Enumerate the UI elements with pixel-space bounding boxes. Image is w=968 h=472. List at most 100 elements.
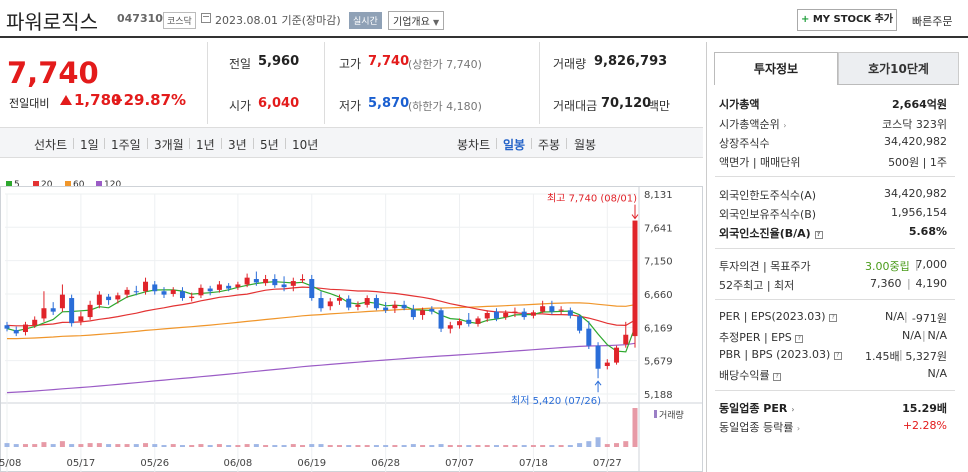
industry-per-label: 동일업종 PER	[719, 402, 788, 415]
low-label: 저가	[339, 99, 362, 113]
market-cap-label: 시가총액	[719, 98, 760, 111]
volume-bar	[4, 443, 10, 447]
change-amount: 1,780	[74, 91, 122, 109]
candle-body	[447, 325, 453, 329]
eps-value: -971원	[911, 312, 947, 325]
info-icon[interactable]: ?	[814, 231, 823, 239]
dividend-label-wrap: 배당수익률 ?	[719, 367, 782, 383]
opinion-row: 투자의견 | 목표주가 3.00중립 | 7,000	[719, 258, 947, 274]
volume-bar	[179, 445, 185, 447]
candle-body	[161, 291, 167, 295]
amount-unit: 백만	[648, 99, 671, 113]
info-icon[interactable]: ?	[829, 314, 838, 322]
volume-label: 거래량	[553, 57, 587, 71]
foreign-ratio-label: 외국인소진율(B/A)	[719, 227, 811, 240]
bps-value: 5,327원	[905, 350, 947, 363]
volume-bar	[41, 442, 47, 447]
volume-legend-swatch	[654, 410, 657, 418]
candle-body	[355, 304, 361, 307]
candle-body	[69, 298, 75, 324]
per-label: PER | EPS(2023.03)	[719, 310, 826, 323]
divider	[531, 138, 532, 149]
quick-order-link[interactable]: 빠른주문	[912, 15, 953, 28]
y-tick-label: 7,150	[644, 257, 673, 268]
volume-bar	[632, 408, 638, 447]
change-value: 1,780	[60, 91, 121, 109]
volume-bar	[623, 441, 629, 447]
candle-body	[521, 311, 527, 318]
candle-body	[300, 279, 306, 281]
volume-bar	[115, 444, 121, 447]
period-10y[interactable]: 10년	[292, 138, 319, 152]
period-3m[interactable]: 3개월	[154, 138, 184, 152]
w52-label: 52주최고 | 최저	[719, 279, 795, 292]
my-stock-add-button[interactable]: + MY STOCK 추가	[797, 9, 897, 31]
divider	[715, 248, 955, 249]
period-1w[interactable]: 1주일	[111, 138, 141, 152]
candle-body	[207, 288, 213, 292]
candle-body	[198, 287, 204, 296]
volume-bar	[346, 445, 352, 447]
volume-bar	[50, 444, 56, 447]
candle-body	[595, 345, 601, 369]
volume-bar	[235, 445, 241, 447]
high-label: 고가	[339, 57, 362, 71]
volume-bar	[124, 444, 130, 447]
company-info-label: 기업개요	[393, 17, 430, 28]
volume-bar	[327, 445, 333, 447]
period-1d[interactable]: 1일	[80, 138, 99, 152]
info-icon[interactable]: ?	[833, 352, 842, 360]
volume-bar	[318, 444, 324, 447]
divider	[715, 299, 955, 300]
w52-row: 52주최고 | 최저 7,360 | 4,190	[719, 277, 947, 293]
volume-bar	[401, 445, 407, 447]
info-icon[interactable]: ?	[795, 335, 804, 343]
market-cap-value: 2,664억원	[891, 98, 947, 111]
candle-body	[614, 347, 620, 363]
candle-body	[13, 329, 19, 334]
legend-swatch	[6, 181, 12, 187]
candle-body	[96, 294, 102, 305]
realtime-button[interactable]: 실시간	[349, 12, 382, 29]
candle-body	[22, 324, 28, 333]
volume-bar	[558, 445, 564, 447]
candle-body	[309, 279, 315, 299]
up-arrow-icon	[60, 95, 72, 105]
volume-bar	[484, 445, 490, 447]
period-1y[interactable]: 1년	[196, 138, 215, 152]
candle-body	[124, 289, 130, 295]
candle-body	[50, 308, 56, 312]
low-value: 5,870	[368, 96, 410, 111]
divider	[207, 42, 208, 124]
period-3y[interactable]: 3년	[228, 138, 247, 152]
chart-frame	[0, 186, 703, 472]
candle-daily[interactable]: 일봉	[503, 138, 526, 152]
y-tick-label: 7,641	[644, 223, 673, 234]
candle-weekly[interactable]: 주봉	[538, 138, 561, 152]
candle-body	[438, 310, 444, 329]
divider	[253, 138, 254, 149]
candle-body	[244, 277, 250, 285]
upper-limit: (상한가 7,740)	[408, 58, 482, 71]
info-icon[interactable]: ?	[773, 373, 782, 381]
candle-body	[179, 291, 185, 299]
period-5y[interactable]: 5년	[260, 138, 279, 152]
min-price-label: 최저 5,420 (07/26)	[511, 395, 601, 407]
tab-orderbook[interactable]: 호가10단계	[838, 52, 959, 85]
volume-bar	[22, 444, 28, 447]
high-arrow-head	[631, 214, 639, 220]
volume-bar	[189, 445, 195, 447]
candle-monthly[interactable]: 월봉	[574, 138, 597, 152]
foreign-ratio-label-wrap: 외국인소진율(B/A) ?	[719, 225, 823, 241]
chevron-down-icon: ▼	[433, 18, 440, 27]
company-info-select[interactable]: 기업개요 ▼	[388, 11, 445, 30]
industry-per-row: 동일업종 PER › 15.29배	[719, 400, 947, 416]
candle-body	[420, 310, 426, 316]
tab-invest-info[interactable]: 투자정보	[714, 52, 838, 85]
per-label-wrap: PER | EPS(2023.03) ?	[719, 310, 838, 323]
volume-bar	[32, 444, 38, 447]
volume-bar	[161, 445, 167, 447]
industry-rate-row: 동일업종 등락률 › +2.28%	[719, 419, 947, 435]
candle-body	[429, 308, 435, 312]
volume-bar	[512, 445, 518, 447]
